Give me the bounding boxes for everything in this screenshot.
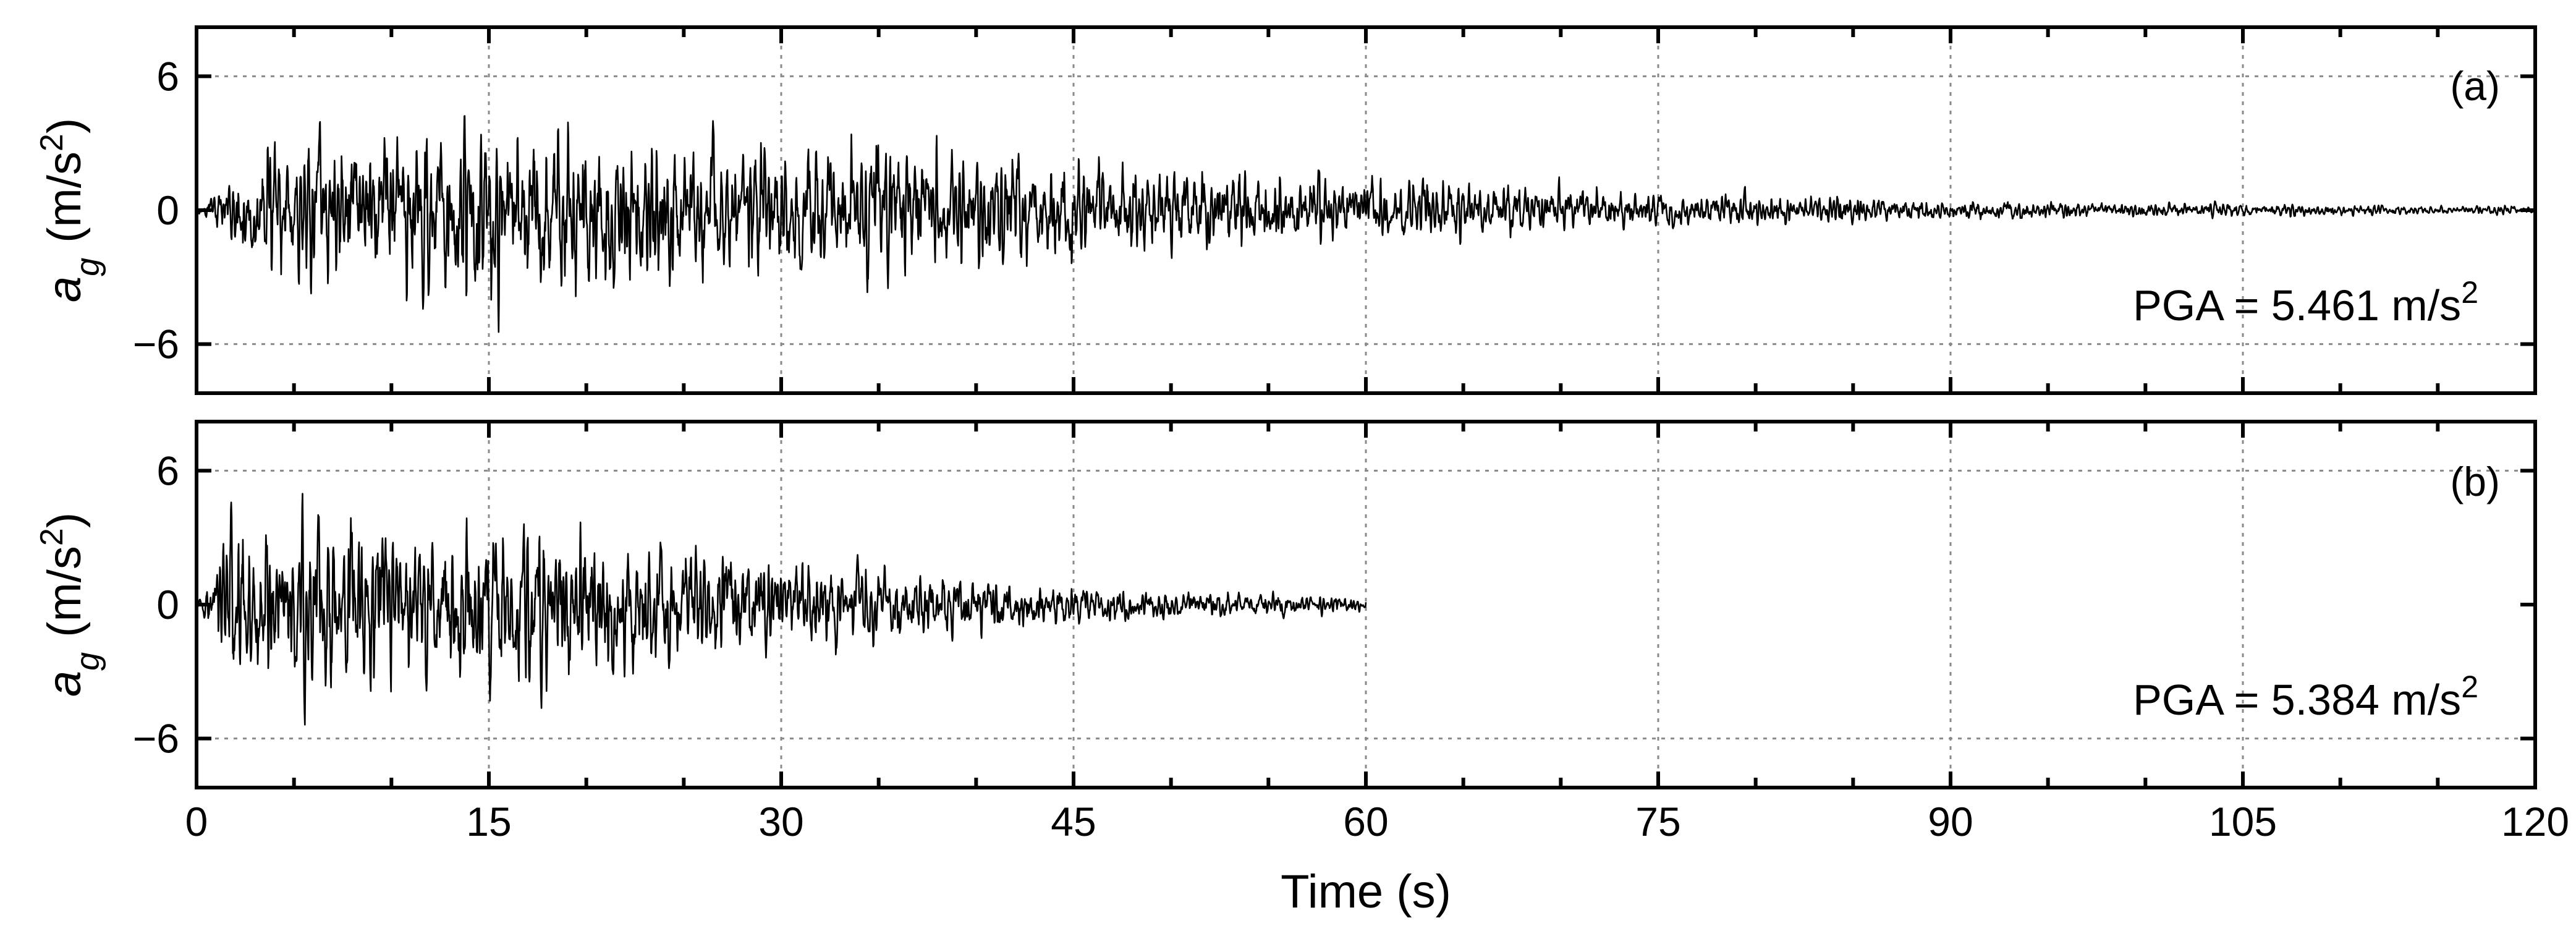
x-tick-label-45: 45 (1051, 799, 1096, 844)
x-axis-label: Time (s) (1281, 865, 1451, 918)
panel-b-acceleration-trace (197, 494, 1366, 725)
panel-a-pga-annotation: PGA = 5.461 m/s2 (2133, 275, 2478, 329)
x-tick-label-0: 0 (185, 799, 208, 844)
panel-a-y-axis-label: ag(m/s2) (34, 118, 106, 302)
panel-a-y-tick-labels: 6 0 −6 (133, 53, 179, 367)
x-tick-label-30: 30 (758, 799, 803, 844)
panel-b-ytick-label-2: −6 (133, 716, 179, 762)
panel-b-ytick-label-0: 6 (156, 448, 179, 493)
x-tick-label-105: 105 (2209, 799, 2277, 844)
panel-b-pga-annotation: PGA = 5.384 m/s2 (2133, 670, 2478, 724)
x-tick-label-15: 15 (466, 799, 511, 844)
panel-a-ytick-label-0: 6 (156, 53, 179, 99)
x-tick-label-90: 90 (1928, 799, 1973, 844)
x-tick-labels: 0 15 30 45 60 75 90 105 120 (185, 799, 2569, 844)
panel-b-label: (b) (2450, 459, 2500, 504)
panel-b-y-axis-label: ag(m/s2) (34, 512, 106, 697)
panel-b-y-tick-labels: 6 0 −6 (133, 448, 179, 761)
panel-a-ytick-label-2: −6 (133, 321, 179, 367)
panel-b-ytick-label-1: 0 (156, 582, 179, 627)
x-tick-label-60: 60 (1343, 799, 1388, 844)
x-tick-label-120: 120 (2501, 799, 2569, 844)
panel-a-label: (a) (2450, 63, 2500, 109)
panel-a-ytick-label-1: 0 (156, 187, 179, 233)
x-tick-label-75: 75 (1635, 799, 1680, 844)
panel-b: 6 0 −6 ag(m/s2) (b) PGA = 5.384 m/s2 (34, 422, 2535, 788)
panel-a: 6 0 −6 ag(m/s2) (a) PGA = 5.461 m/s2 (34, 27, 2535, 393)
